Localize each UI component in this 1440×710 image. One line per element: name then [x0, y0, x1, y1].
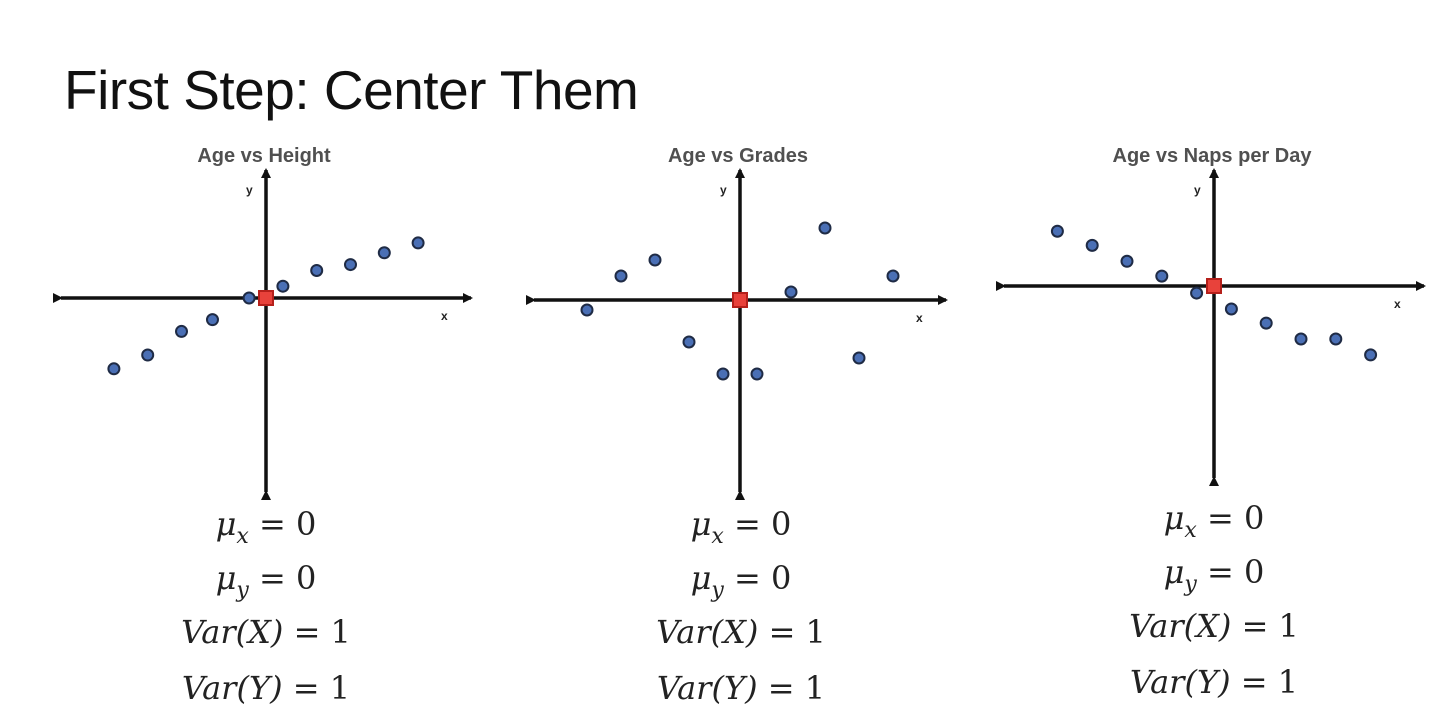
data-point	[852, 351, 866, 365]
mu-subscript: y	[711, 578, 724, 603]
mean-value: = 0	[1196, 499, 1265, 537]
var-label: Var(X)	[656, 613, 759, 651]
var-value: = 1	[1230, 663, 1299, 701]
mean-y-stat: μy = 0	[1084, 556, 1344, 596]
mean-x-stat: μx = 0	[611, 508, 871, 548]
data-point	[1329, 332, 1343, 346]
chart-title: Age vs Naps per Day	[1113, 145, 1313, 167]
stats-height: μx = 0 μy = 0 Var(X) = 1 Var(Y) = 1	[136, 508, 396, 704]
data-point	[411, 236, 425, 250]
chart-panel-grades: Age vs Grades x y	[526, 140, 966, 500]
var-label: Var(X)	[1129, 607, 1232, 645]
data-point	[310, 263, 324, 277]
var-value: = 1	[283, 613, 351, 651]
data-point	[344, 258, 357, 272]
data-point	[614, 269, 628, 283]
data-point	[276, 279, 290, 293]
var-x-stat: Var(X) = 1	[611, 616, 871, 648]
data-point	[242, 291, 256, 305]
mu-subscript: x	[1184, 518, 1197, 543]
data-point	[1050, 224, 1064, 238]
center-marker	[1206, 278, 1222, 294]
data-point	[377, 246, 391, 260]
mu-symbol: μ	[690, 505, 712, 543]
center-marker	[732, 292, 748, 308]
chart-grades: Age vs Grades x y	[526, 145, 948, 500]
data-point	[648, 253, 662, 267]
data-point	[1190, 286, 1204, 300]
var-label: Var(Y)	[181, 669, 283, 707]
mu-subscript: y	[1184, 572, 1197, 597]
mean-y-stat: μy = 0	[136, 562, 396, 602]
var-y-stat: Var(Y) = 1	[611, 672, 871, 704]
chart-height: Age vs Height x y	[53, 145, 473, 500]
mean-x-stat: μx = 0	[1084, 502, 1344, 542]
chart-panel-height: Age vs Height x y	[50, 140, 490, 500]
mean-value: = 0	[1196, 553, 1265, 591]
data-point	[107, 362, 121, 376]
stats-grades: μx = 0 μy = 0 Var(X) = 1 Var(Y) = 1	[611, 508, 871, 704]
mean-x-stat: μx = 0	[136, 508, 396, 548]
data-point	[1224, 302, 1238, 316]
mu-symbol: μ	[690, 559, 712, 597]
mu-symbol: μ	[215, 505, 237, 543]
data-point	[682, 335, 696, 349]
x-axis-label: x	[1394, 297, 1401, 311]
y-axis-label: y	[720, 183, 727, 197]
mu-subscript: y	[236, 578, 249, 603]
chart-naps: Age vs Naps per Day x y	[996, 145, 1426, 486]
mu-symbol: μ	[215, 559, 237, 597]
data-point	[1155, 269, 1169, 283]
mean-value: = 0	[723, 505, 792, 543]
x-axis-label: x	[916, 311, 923, 325]
chart-title: Age vs Height	[197, 145, 331, 167]
mu-subscript: x	[236, 524, 249, 549]
data-point	[750, 367, 764, 381]
var-value: = 1	[282, 669, 351, 707]
data-point	[818, 221, 832, 235]
data-point	[205, 313, 219, 327]
y-axis-label: y	[1194, 183, 1201, 197]
var-value: = 1	[757, 669, 826, 707]
x-axis-label: x	[441, 309, 448, 323]
var-y-stat: Var(Y) = 1	[136, 672, 396, 704]
mu-symbol: μ	[1163, 499, 1185, 537]
var-label: Var(Y)	[1129, 663, 1231, 701]
data-point	[1364, 348, 1378, 362]
var-x-stat: Var(X) = 1	[136, 616, 396, 648]
data-point	[175, 324, 188, 338]
data-point	[886, 269, 900, 283]
data-point	[141, 348, 155, 362]
stats-naps: μx = 0 μy = 0 Var(X) = 1 Var(Y) = 1	[1084, 502, 1344, 698]
mean-value: = 0	[248, 505, 317, 543]
mean-y-stat: μy = 0	[611, 562, 871, 602]
chart-panel-naps: Age vs Naps per Day x y	[996, 140, 1438, 500]
mean-value: = 0	[248, 559, 317, 597]
slide-title: First Step: Center Them	[64, 59, 639, 121]
var-label: Var(X)	[181, 613, 284, 651]
data-point	[1085, 238, 1099, 252]
y-axis-label: y	[246, 183, 253, 197]
data-point	[716, 367, 730, 381]
var-value: = 1	[1231, 607, 1299, 645]
data-point	[580, 303, 594, 317]
center-marker	[258, 290, 274, 306]
data-point	[1294, 332, 1308, 346]
data-point	[784, 285, 798, 299]
data-point	[1120, 254, 1134, 268]
var-label: Var(Y)	[656, 669, 758, 707]
var-x-stat: Var(X) = 1	[1084, 610, 1344, 642]
data-point	[1259, 316, 1273, 330]
mu-subscript: x	[711, 524, 724, 549]
mu-symbol: μ	[1163, 553, 1185, 591]
var-value: = 1	[758, 613, 826, 651]
var-y-stat: Var(Y) = 1	[1084, 666, 1344, 698]
mean-value: = 0	[723, 559, 792, 597]
chart-title: Age vs Grades	[668, 145, 808, 167]
